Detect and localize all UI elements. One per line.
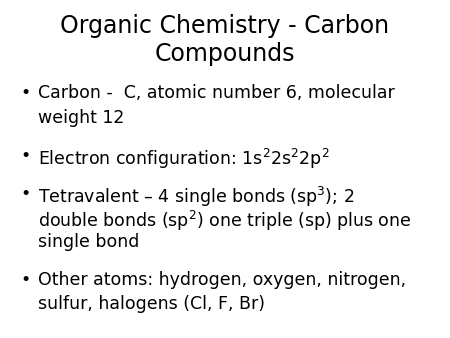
Text: sulfur, halogens (Cl, F, Br): sulfur, halogens (Cl, F, Br) — [38, 295, 265, 313]
Text: Carbon -  C, atomic number 6, molecular: Carbon - C, atomic number 6, molecular — [38, 84, 395, 102]
Text: double bonds (sp$^{2}$) one triple (sp) plus one: double bonds (sp$^{2}$) one triple (sp) … — [38, 209, 412, 233]
Text: •: • — [20, 185, 31, 202]
Text: •: • — [20, 147, 31, 165]
Text: weight 12: weight 12 — [38, 109, 125, 127]
Text: Tetravalent – 4 single bonds (sp$^{3}$); 2: Tetravalent – 4 single bonds (sp$^{3}$);… — [38, 185, 355, 209]
Text: Organic Chemistry - Carbon
Compounds: Organic Chemistry - Carbon Compounds — [60, 14, 390, 66]
Text: •: • — [20, 271, 31, 289]
Text: single bond: single bond — [38, 233, 140, 251]
Text: Electron configuration: 1s$^{2}$2s$^{2}$2p$^{2}$: Electron configuration: 1s$^{2}$2s$^{2}$… — [38, 147, 330, 171]
Text: •: • — [20, 84, 31, 102]
Text: Other atoms: hydrogen, oxygen, nitrogen,: Other atoms: hydrogen, oxygen, nitrogen, — [38, 271, 406, 289]
